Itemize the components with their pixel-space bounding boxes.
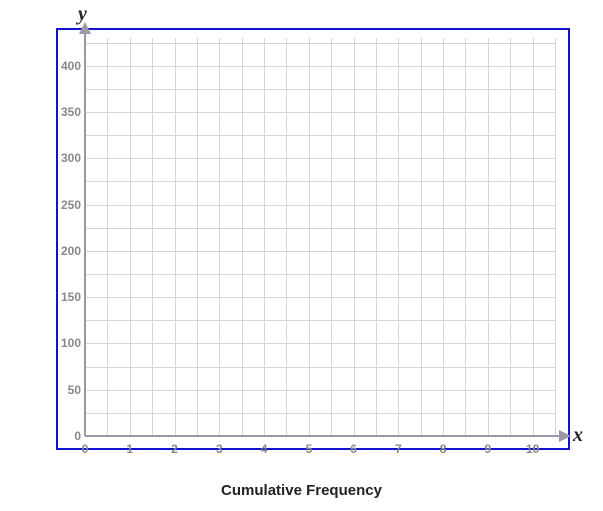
grid-line-h bbox=[85, 274, 555, 275]
x-tick-label: 0 bbox=[82, 442, 89, 456]
grid-line-h bbox=[85, 343, 555, 344]
grid-line-v bbox=[286, 38, 287, 436]
grid-line-v bbox=[107, 38, 108, 436]
grid-line-v bbox=[219, 38, 220, 436]
y-tick-label: 250 bbox=[57, 198, 81, 212]
grid-line-v bbox=[242, 38, 243, 436]
y-tick-label: 50 bbox=[57, 383, 81, 397]
grid-line-h bbox=[85, 43, 555, 44]
grid-line-h bbox=[85, 135, 555, 136]
x-tick-label: 3 bbox=[216, 442, 223, 456]
grid-line-v bbox=[264, 38, 265, 436]
y-tick-label: 400 bbox=[57, 59, 81, 73]
grid-line-v bbox=[197, 38, 198, 436]
y-tick-label: 100 bbox=[57, 336, 81, 350]
grid-line-h bbox=[85, 320, 555, 321]
x-tick-label: 7 bbox=[395, 442, 402, 456]
grid-line-h bbox=[85, 158, 555, 159]
x-axis-arrowhead bbox=[559, 430, 571, 442]
grid-line-v bbox=[443, 38, 444, 436]
grid-line-v bbox=[533, 38, 534, 436]
grid-line-v bbox=[510, 38, 511, 436]
y-tick-label: 0 bbox=[57, 429, 81, 443]
x-tick-label: 6 bbox=[350, 442, 357, 456]
x-tick-label: 9 bbox=[485, 442, 492, 456]
grid-line-h bbox=[85, 112, 555, 113]
chart-container: FTP Score (Watts, W) Cumulative Frequenc… bbox=[0, 0, 603, 511]
grid-line-v bbox=[421, 38, 422, 436]
grid-line-h bbox=[85, 367, 555, 368]
x-tick-label: 2 bbox=[171, 442, 178, 456]
x-tick-label: 5 bbox=[305, 442, 312, 456]
x-tick-label: 1 bbox=[126, 442, 133, 456]
grid-line-v bbox=[376, 38, 377, 436]
grid-line-v bbox=[130, 38, 131, 436]
grid-line-v bbox=[331, 38, 332, 436]
x-axis-letter: x bbox=[573, 424, 583, 447]
grid-line-h bbox=[85, 89, 555, 90]
grid-line-h bbox=[85, 181, 555, 182]
grid-line-v bbox=[175, 38, 176, 436]
grid-line-h bbox=[85, 251, 555, 252]
grid-line-v bbox=[354, 38, 355, 436]
grid-line-v bbox=[465, 38, 466, 436]
grid-line-h bbox=[85, 66, 555, 67]
plot-area bbox=[85, 38, 555, 436]
y-axis-arrowhead bbox=[79, 22, 91, 34]
grid-line-h bbox=[85, 390, 555, 391]
x-axis-line bbox=[85, 435, 565, 437]
grid-line-v bbox=[488, 38, 489, 436]
grid-line-h bbox=[85, 205, 555, 206]
y-tick-label: 200 bbox=[57, 244, 81, 258]
y-axis-line bbox=[84, 28, 86, 436]
grid-line-h bbox=[85, 413, 555, 414]
grid-line-v bbox=[309, 38, 310, 436]
grid-line-v bbox=[555, 38, 556, 436]
grid-line-h bbox=[85, 228, 555, 229]
grid-line-v bbox=[398, 38, 399, 436]
y-tick-label: 300 bbox=[57, 151, 81, 165]
x-tick-label: 8 bbox=[440, 442, 447, 456]
y-tick-label: 350 bbox=[57, 105, 81, 119]
y-tick-label: 150 bbox=[57, 290, 81, 304]
x-tick-label: 4 bbox=[261, 442, 268, 456]
grid-line-v bbox=[152, 38, 153, 436]
x-tick-label: 10 bbox=[526, 442, 539, 456]
grid-line-h bbox=[85, 297, 555, 298]
x-axis-title: Cumulative Frequency bbox=[221, 482, 382, 499]
